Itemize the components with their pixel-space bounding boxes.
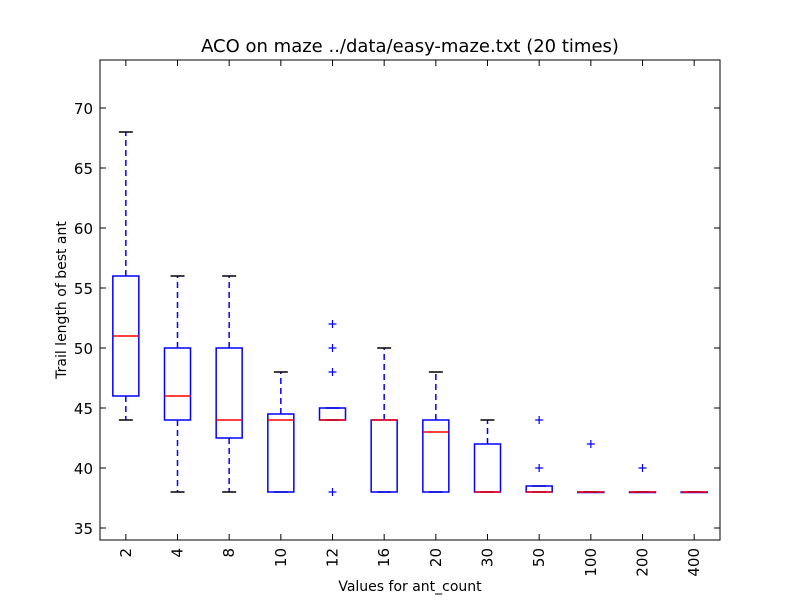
outlier-marker <box>328 368 337 376</box>
plot-area: 35 40 45 50 55 60 65 70 2 4 8 10 12 16 20 30 50 100 200 400 <box>74 60 720 577</box>
x-tick-label: 2 <box>117 548 135 558</box>
x-tick-label: 400 <box>685 548 703 577</box>
outlier-marker <box>328 320 337 328</box>
x-tick-label: 20 <box>427 548 445 567</box>
x-tick-label: 30 <box>479 548 497 567</box>
box-iqr <box>215 347 243 439</box>
box-iqr <box>422 419 450 493</box>
x-tick-label: 4 <box>169 548 187 558</box>
x-tick-label: 100 <box>582 548 600 577</box>
outlier-marker <box>535 464 544 472</box>
outlier-marker <box>638 464 647 472</box>
y-tick-label: 40 <box>74 460 93 478</box>
box-iqr <box>318 407 347 421</box>
y-tick-label: 50 <box>74 340 93 358</box>
y-axis-label: Trail length of best ant <box>54 221 70 380</box>
box-iqr <box>473 443 502 493</box>
axes-frame <box>99 59 721 541</box>
outlier-marker <box>328 488 337 496</box>
y-tick-label: 45 <box>74 400 93 418</box>
y-tick-label: 65 <box>74 160 93 178</box>
box-iqr <box>267 413 295 493</box>
outlier-marker <box>328 344 337 352</box>
box-iqr <box>525 485 553 493</box>
x-tick-label: 16 <box>375 548 393 567</box>
y-tick-label: 35 <box>74 520 93 538</box>
x-tick-label: 50 <box>530 548 548 567</box>
outlier-marker <box>586 440 595 448</box>
x-tick-label: 200 <box>634 548 652 577</box>
y-tick-label: 70 <box>74 100 93 118</box>
box-iqr <box>370 419 398 493</box>
x-axis-label: Values for ant_count <box>338 579 482 595</box>
box-iqr <box>163 347 192 421</box>
y-tick-label: 55 <box>74 280 93 298</box>
x-tick-label: 10 <box>272 548 290 567</box>
x-tick-label: 12 <box>324 548 342 567</box>
outlier-marker <box>535 416 544 424</box>
x-tick-label: 8 <box>220 548 238 558</box>
y-tick-label: 60 <box>74 220 93 238</box>
chart-title: ACO on maze ../data/easy-maze.txt (20 ti… <box>201 36 619 57</box>
